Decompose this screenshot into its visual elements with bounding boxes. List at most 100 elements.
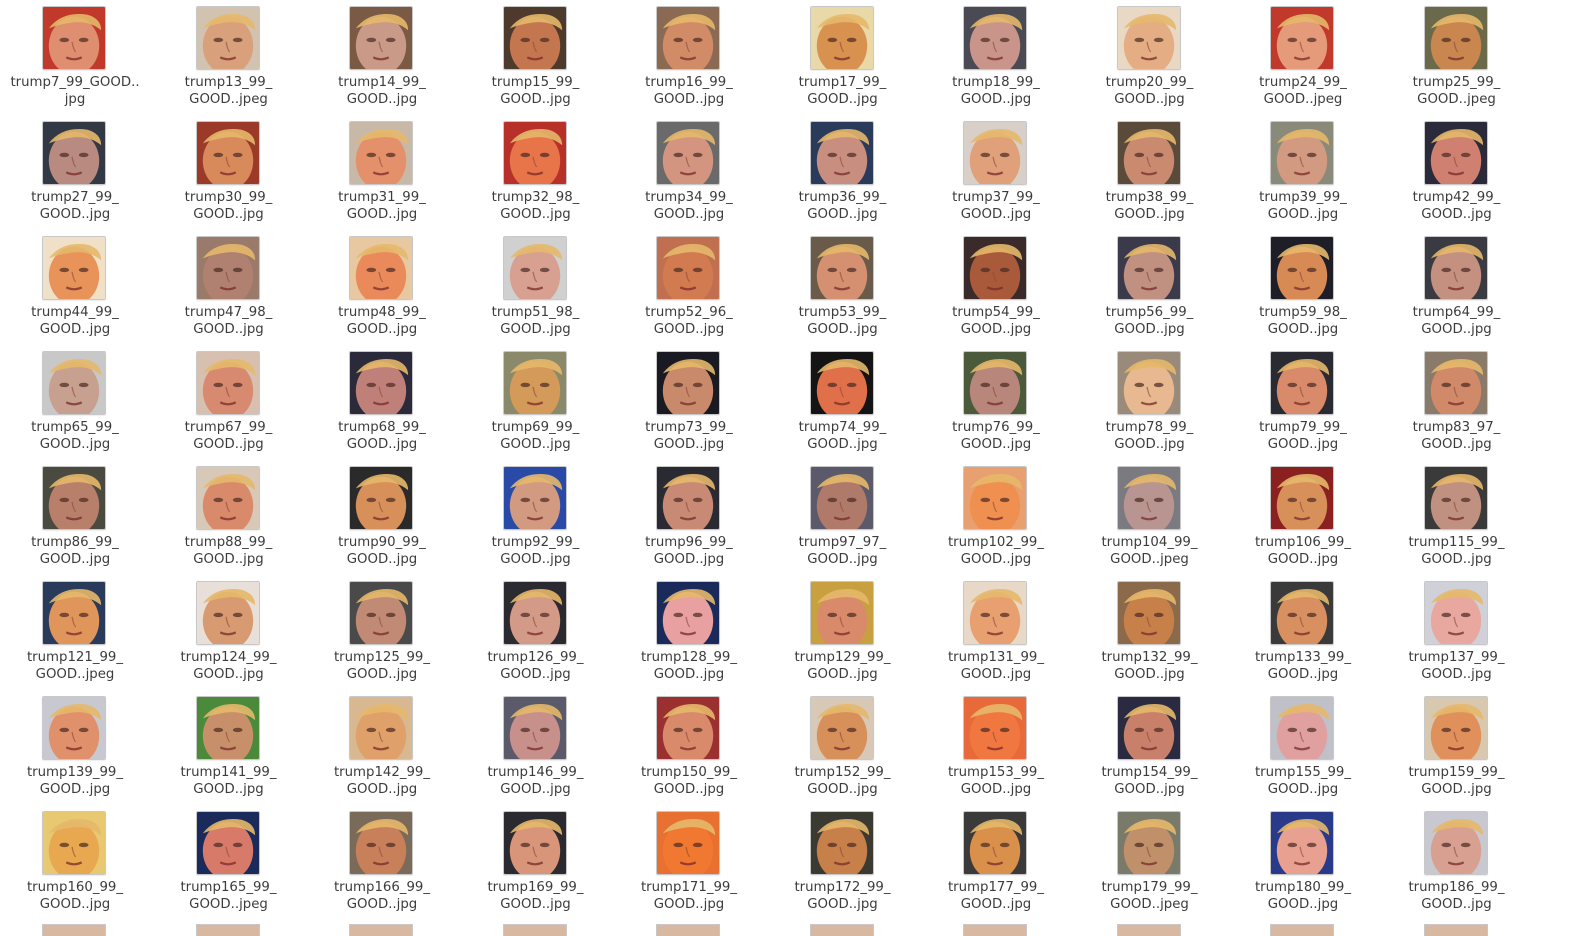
file-item[interactable]: trump53_99_ GOOD..jpg <box>768 230 918 342</box>
image-thumbnail[interactable] <box>656 696 720 760</box>
image-thumbnail[interactable] <box>349 236 413 300</box>
file-item[interactable]: trump25_99_ GOOD..jpeg <box>1382 0 1532 112</box>
file-item[interactable]: trump48_99_ GOOD..jpg <box>307 230 457 342</box>
file-item[interactable]: trump20_99_ GOOD..jpg <box>1075 0 1225 112</box>
image-thumbnail[interactable] <box>195 466 260 530</box>
file-item[interactable]: trump133_99_ GOOD..jpg <box>1228 575 1378 687</box>
image-thumbnail[interactable] <box>1116 811 1181 875</box>
file-item[interactable]: trump121_99_ GOOD..jpeg <box>0 575 150 687</box>
file-item[interactable]: trump59_98_ GOOD..jpg <box>1228 230 1378 342</box>
image-thumbnail-partial[interactable] <box>1423 924 1488 936</box>
file-item[interactable]: trump159_99_ GOOD..jpg <box>1382 690 1532 802</box>
image-thumbnail[interactable] <box>1116 236 1181 300</box>
file-item[interactable]: trump126_99_ GOOD..jpg <box>461 575 611 687</box>
image-thumbnail[interactable] <box>195 581 260 645</box>
image-thumbnail[interactable] <box>1116 351 1181 415</box>
image-thumbnail[interactable] <box>656 236 720 300</box>
image-thumbnail[interactable] <box>656 351 720 415</box>
file-item[interactable]: trump36_99_ GOOD..jpg <box>768 115 918 227</box>
image-thumbnail[interactable] <box>42 696 106 760</box>
file-item[interactable]: trump24_99_ GOOD..jpeg <box>1228 0 1378 112</box>
image-thumbnail[interactable] <box>656 811 720 875</box>
file-item[interactable]: trump96_99_ GOOD..jpg <box>614 460 764 572</box>
image-thumbnail[interactable] <box>1270 6 1334 70</box>
file-item[interactable]: trump141_99_ GOOD..jpg <box>154 690 304 802</box>
image-thumbnail-partial[interactable] <box>195 924 260 936</box>
image-thumbnail[interactable] <box>502 696 567 760</box>
file-item[interactable]: trump125_99_ GOOD..jpg <box>307 575 457 687</box>
file-item[interactable]: trump186_99_ GOOD..jpg <box>1382 805 1532 917</box>
image-thumbnail[interactable] <box>656 6 720 70</box>
image-thumbnail[interactable] <box>349 581 413 645</box>
image-thumbnail[interactable] <box>195 121 260 185</box>
image-thumbnail[interactable] <box>42 236 106 300</box>
image-thumbnail[interactable] <box>349 6 413 70</box>
image-thumbnail[interactable] <box>656 581 720 645</box>
file-item[interactable]: trump30_99_ GOOD..jpg <box>154 115 304 227</box>
file-item[interactable]: trump83_97_ GOOD..jpg <box>1382 345 1532 457</box>
file-item[interactable]: trump74_99_ GOOD..jpg <box>768 345 918 457</box>
image-thumbnail[interactable] <box>502 351 567 415</box>
image-thumbnail-partial[interactable] <box>963 924 1027 936</box>
image-thumbnail[interactable] <box>1270 811 1334 875</box>
file-item[interactable]: trump90_99_ GOOD..jpg <box>307 460 457 572</box>
file-item[interactable]: trump132_99_ GOOD..jpg <box>1075 575 1225 687</box>
image-thumbnail[interactable] <box>195 696 260 760</box>
file-item[interactable]: trump152_99_ GOOD..jpg <box>768 690 918 802</box>
image-thumbnail[interactable] <box>809 581 874 645</box>
image-thumbnail[interactable] <box>809 351 874 415</box>
image-thumbnail[interactable] <box>963 811 1027 875</box>
image-thumbnail[interactable] <box>42 581 106 645</box>
file-item[interactable]: trump69_99_ GOOD..jpg <box>461 345 611 457</box>
image-thumbnail[interactable] <box>1116 466 1181 530</box>
image-thumbnail[interactable] <box>1270 236 1334 300</box>
file-item[interactable]: trump154_99_ GOOD..jpg <box>1075 690 1225 802</box>
image-thumbnail-partial[interactable] <box>349 924 413 936</box>
file-item[interactable]: trump142_99_ GOOD..jpg <box>307 690 457 802</box>
file-item[interactable]: trump68_99_ GOOD..jpg <box>307 345 457 457</box>
image-thumbnail[interactable] <box>1116 121 1181 185</box>
file-item[interactable]: trump179_99_ GOOD..jpeg <box>1075 805 1225 917</box>
image-thumbnail[interactable] <box>809 466 874 530</box>
file-item[interactable]: trump7_99_GOOD.. jpg <box>0 0 150 112</box>
image-thumbnail[interactable] <box>1116 581 1181 645</box>
file-item[interactable]: trump102_99_ GOOD..jpg <box>921 460 1071 572</box>
image-thumbnail[interactable] <box>502 6 567 70</box>
image-thumbnail[interactable] <box>1270 466 1334 530</box>
file-item[interactable]: trump150_99_ GOOD..jpg <box>614 690 764 802</box>
file-item[interactable]: trump32_98_ GOOD..jpg <box>461 115 611 227</box>
file-item[interactable]: trump42_99_ GOOD..jpg <box>1382 115 1532 227</box>
file-item[interactable]: trump155_99_ GOOD..jpg <box>1228 690 1378 802</box>
file-item[interactable]: trump65_99_ GOOD..jpg <box>0 345 150 457</box>
image-thumbnail[interactable] <box>1423 696 1488 760</box>
image-thumbnail-partial[interactable] <box>809 924 874 936</box>
image-thumbnail[interactable] <box>809 696 874 760</box>
file-item[interactable]: trump124_99_ GOOD..jpg <box>154 575 304 687</box>
file-item[interactable]: trump76_99_ GOOD..jpg <box>921 345 1071 457</box>
image-thumbnail[interactable] <box>502 811 567 875</box>
image-thumbnail[interactable] <box>963 466 1027 530</box>
file-item[interactable]: trump73_99_ GOOD..jpg <box>614 345 764 457</box>
image-thumbnail[interactable] <box>349 696 413 760</box>
image-thumbnail[interactable] <box>42 6 106 70</box>
file-item[interactable]: trump39_99_ GOOD..jpg <box>1228 115 1378 227</box>
file-item[interactable]: trump47_98_ GOOD..jpg <box>154 230 304 342</box>
file-item[interactable]: trump137_99_ GOOD..jpg <box>1382 575 1532 687</box>
image-thumbnail[interactable] <box>349 466 413 530</box>
file-item[interactable]: trump34_99_ GOOD..jpg <box>614 115 764 227</box>
image-thumbnail[interactable] <box>42 351 106 415</box>
file-item[interactable]: trump88_99_ GOOD..jpg <box>154 460 304 572</box>
file-item[interactable]: trump92_99_ GOOD..jpg <box>461 460 611 572</box>
file-item[interactable]: trump64_99_ GOOD..jpg <box>1382 230 1532 342</box>
image-thumbnail[interactable] <box>42 121 106 185</box>
image-thumbnail[interactable] <box>195 351 260 415</box>
image-thumbnail[interactable] <box>1423 581 1488 645</box>
file-item[interactable]: trump115_99_ GOOD..jpg <box>1382 460 1532 572</box>
image-thumbnail[interactable] <box>963 6 1027 70</box>
file-item[interactable]: trump171_99_ GOOD..jpg <box>614 805 764 917</box>
image-thumbnail[interactable] <box>195 6 260 70</box>
file-item[interactable]: trump153_99_ GOOD..jpg <box>921 690 1071 802</box>
image-thumbnail[interactable] <box>809 811 874 875</box>
image-thumbnail-partial[interactable] <box>1116 924 1181 936</box>
image-thumbnail[interactable] <box>42 811 106 875</box>
